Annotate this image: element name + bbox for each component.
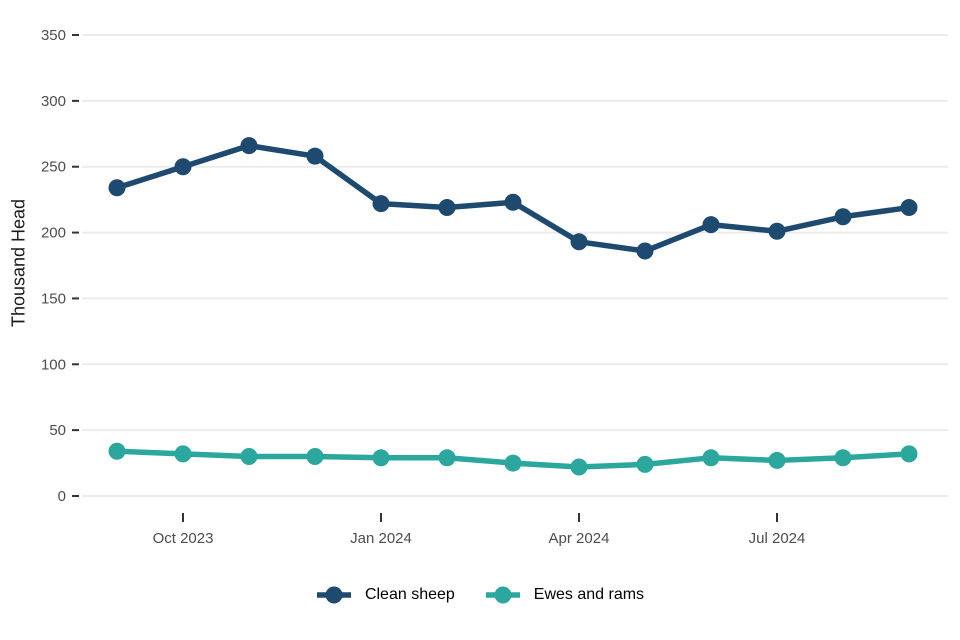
data-point-ewes-and-rams bbox=[900, 445, 918, 463]
legend-item-clean-sheep: Clean sheep bbox=[316, 585, 455, 605]
data-point-clean-sheep bbox=[702, 216, 720, 234]
data-point-clean-sheep bbox=[834, 208, 852, 226]
y-tick-label: 150 bbox=[41, 290, 66, 307]
x-tick-label: Apr 2024 bbox=[549, 530, 610, 547]
x-tick-label: Jul 2024 bbox=[749, 530, 806, 547]
chart-legend: Clean sheep Ewes and rams bbox=[0, 585, 960, 605]
data-point-clean-sheep bbox=[504, 193, 522, 211]
y-tick-label: 300 bbox=[41, 93, 66, 110]
data-point-ewes-and-rams bbox=[108, 442, 126, 460]
data-point-ewes-and-rams bbox=[636, 455, 654, 473]
data-point-clean-sheep bbox=[900, 199, 918, 217]
y-tick-label: 100 bbox=[41, 356, 66, 373]
y-tick-label: 250 bbox=[41, 159, 66, 176]
data-point-ewes-and-rams bbox=[372, 449, 390, 467]
data-point-ewes-and-rams bbox=[306, 447, 324, 465]
legend-label-clean-sheep: Clean sheep bbox=[364, 586, 455, 603]
data-point-clean-sheep bbox=[240, 137, 258, 155]
data-point-clean-sheep bbox=[174, 158, 192, 176]
legend-item-ewes-and-rams: Ewes and rams bbox=[485, 585, 644, 605]
y-tick-label: 350 bbox=[41, 27, 66, 44]
data-point-clean-sheep bbox=[438, 199, 456, 217]
data-point-ewes-and-rams bbox=[174, 445, 192, 463]
data-point-clean-sheep bbox=[570, 233, 588, 251]
data-point-clean-sheep bbox=[306, 147, 324, 165]
y-tick-label: 50 bbox=[49, 422, 66, 439]
y-tick-label: 200 bbox=[41, 225, 66, 242]
data-point-ewes-and-rams bbox=[504, 454, 522, 472]
data-point-clean-sheep bbox=[372, 195, 390, 213]
legend-key-clean-sheep-icon bbox=[316, 586, 351, 604]
y-axis-title: Thousand Head bbox=[8, 198, 29, 328]
x-tick-label: Oct 2023 bbox=[153, 530, 214, 547]
data-point-ewes-and-rams bbox=[702, 449, 720, 467]
data-point-ewes-and-rams bbox=[768, 451, 786, 469]
y-tick-label: 0 bbox=[58, 488, 66, 505]
data-point-clean-sheep bbox=[636, 242, 654, 260]
x-tick-label: Jan 2024 bbox=[350, 530, 412, 547]
legend-label-ewes-and-rams: Ewes and rams bbox=[533, 586, 645, 603]
data-point-ewes-and-rams bbox=[240, 447, 258, 465]
data-point-clean-sheep bbox=[108, 179, 126, 197]
data-point-clean-sheep bbox=[768, 222, 786, 240]
data-point-ewes-and-rams bbox=[570, 458, 588, 476]
data-point-ewes-and-rams bbox=[438, 449, 456, 467]
legend-key-ewes-and-rams-icon bbox=[485, 586, 520, 604]
data-point-ewes-and-rams bbox=[834, 449, 852, 467]
